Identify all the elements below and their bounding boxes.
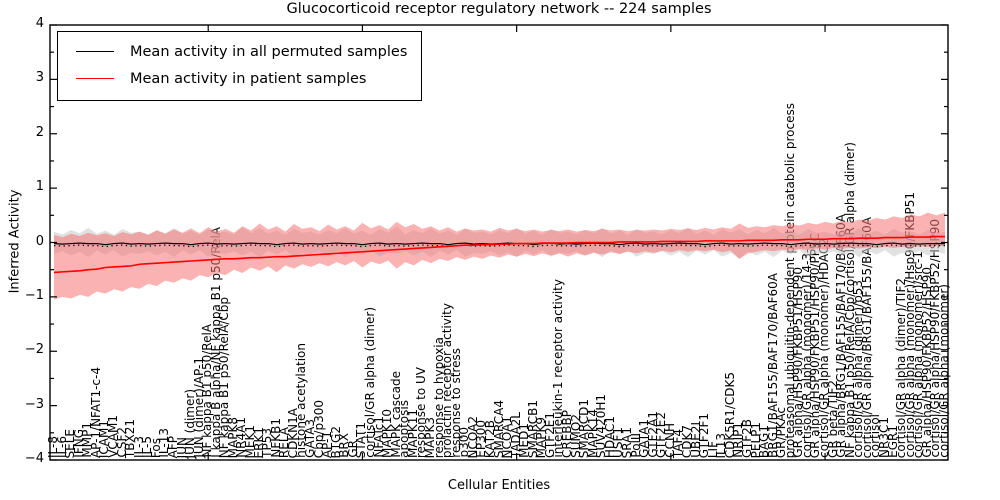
permuted-dotted-line	[53, 244, 945, 248]
permuted-line-swatch	[76, 51, 114, 52]
legend-entry-patient: Mean activity in patient samples	[68, 65, 407, 92]
legend-label-permuted: Mean activity in all permuted samples	[130, 43, 408, 60]
patient-line-swatch	[76, 78, 114, 79]
y-tick-label: −3	[24, 396, 44, 412]
y-tick-label: −1	[24, 287, 44, 303]
y-tick-label: 1	[35, 179, 44, 195]
y-tick-label: 0	[35, 233, 44, 249]
legend-label-patient: Mean activity in patient samples	[130, 70, 367, 87]
x-axis-label: Cellular Entities	[447, 478, 551, 493]
y-tick-label: −2	[24, 342, 44, 358]
patient-mean-line	[53, 235, 945, 274]
legend-box: Mean activity in all permuted samples Me…	[57, 31, 423, 101]
chart-title: Glucocorticoid receptor regulatory netwo…	[286, 1, 712, 17]
y-tick-label: −4	[24, 451, 44, 466]
legend-entry-permuted: Mean activity in all permuted samples	[68, 38, 407, 65]
patient-band	[54, 212, 945, 300]
y-tick-label: 4	[35, 16, 44, 31]
y-tick-label: 2	[35, 124, 44, 140]
y-tick-label: 3	[35, 70, 44, 86]
